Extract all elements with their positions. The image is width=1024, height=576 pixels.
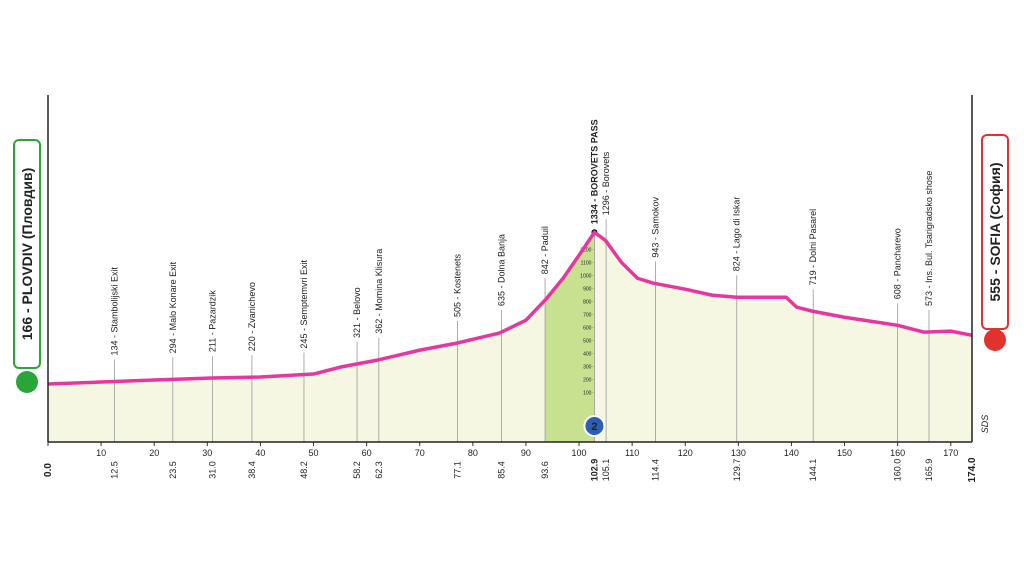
waypoint-km: 48.2 [299,461,309,479]
waypoint-km: 105.1 [601,459,611,482]
waypoint-km: 38.4 [247,461,257,479]
y-tick-label: 400 [583,352,592,358]
y-tick-label: 900 [583,287,592,293]
waypoint-label: 1334 - BOROVETS PASS [589,119,599,224]
x-tick-label: 130 [731,448,746,458]
x-tick-label: 160 [890,448,905,458]
waypoint-label: 321 - Belovo [352,287,362,338]
x-tick-label: 20 [149,448,159,458]
start-icon [16,371,38,393]
profile-line [47,230,973,386]
waypoint-label: 824 - Lago di Iskar [732,197,742,272]
x-tick-label: 170 [943,448,958,458]
y-tick-label: 800 [583,300,592,306]
waypoint-label: 245 - Semptemvri Exit [299,260,309,349]
waypoint-label: 635 - Dolna Banja [497,234,507,306]
waypoint-label: 134 - Stambolijski Exit [109,266,119,355]
x-tick-label: 150 [837,448,852,458]
climb-area [545,232,595,442]
waypoint-label: 943 - Samokov [651,197,661,258]
endpoint-km: 174.0 [967,457,978,482]
kom-badge [583,415,606,437]
waypoint-label: 842 - Paduil [540,226,550,274]
y-tick-label: 700 [583,313,592,319]
waypoint-label: 719 - Dolni Pasarel [808,209,818,286]
waypoint-label: 362 - Momina Klisura [374,249,384,334]
y-tick-label: 1200 [580,248,591,254]
waypoint-km: 77.1 [452,461,462,479]
x-tick-label: 30 [202,448,212,458]
waypoint-km: 12.5 [109,461,119,479]
waypoint-km: 85.4 [497,461,507,479]
waypoint-km: 62.3 [374,461,384,479]
x-tick-label: 120 [678,448,693,458]
waypoint-km: 144.1 [808,459,818,482]
endpoint-km: 0.0 [43,463,54,477]
waypoint-km: 93.6 [540,461,550,479]
x-tick-label: 70 [415,448,425,458]
y-tick-label: 1100 [581,261,592,267]
waypoint-km: 165.9 [924,459,934,482]
x-tick-label: 110 [625,448,639,458]
y-tick-label: 200 [583,378,592,384]
waypoint-km: 114.4 [651,459,661,481]
waypoint-label: 608 - Pancharevo [893,228,903,299]
waypoint-label: 211 - Pazardzik [208,290,218,352]
x-tick-label: 60 [362,448,372,458]
waypoint-label: 1296 - Borovets [601,151,611,215]
x-tick-label: 80 [468,448,478,458]
x-tick-label: 140 [784,448,799,458]
waypoint-km: 23.5 [168,461,178,479]
start-box [13,139,41,369]
logo: SDS [980,415,990,434]
waypoint-km: 102.9 [589,459,599,482]
profile-area [48,232,972,442]
y-tick-label: 1000 [580,274,591,280]
waypoint-km: 160.0 [893,459,903,482]
x-tick-label: 10 [96,448,106,458]
kom-category: 2 [591,421,597,433]
y-tick-label: 300 [583,365,592,371]
x-tick-label: 100 [572,448,587,458]
waypoint-label: 573 - Ins. Bul. Tsarigradsko shose [924,171,934,306]
waypoint-label: 505 - Kostenets [452,253,462,317]
waypoint-label: 294 - Malo Konare Exit [168,261,178,353]
x-tick-label: 50 [309,448,319,458]
start-label: 166 - PLOVDIV (Пловдив) [19,168,35,341]
waypoint-km: 129.7 [732,459,742,482]
finish-icon [984,329,1006,351]
x-tick-label: 90 [521,448,531,458]
waypoint-km: 58.2 [352,461,362,479]
y-tick-label: 600 [583,326,592,332]
y-tick-label: 500 [583,339,592,345]
x-tick-label: 40 [255,448,265,458]
y-tick-label: 100 [583,391,592,397]
waypoint-km: 31.0 [208,461,218,479]
waypoint-label: 220 - Zvanichevo [247,282,257,351]
finish-label: 555 - SOFIA (София) [987,163,1003,302]
